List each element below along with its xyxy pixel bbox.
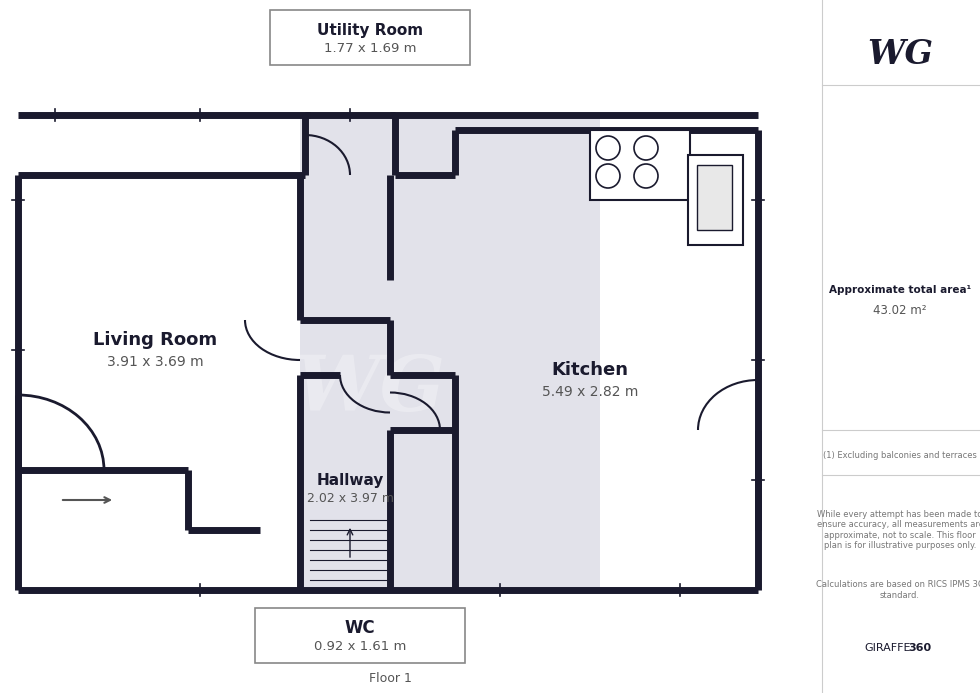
Circle shape [634, 164, 658, 188]
Bar [697, 165, 732, 230]
Bar [300, 175, 550, 590]
Text: While every attempt has been made to
ensure accuracy, all measurements are
appro: While every attempt has been made to ens… [816, 510, 980, 550]
Text: Kitchen: Kitchen [552, 361, 628, 379]
Bar [688, 155, 743, 245]
Text: 43.02 m²: 43.02 m² [873, 304, 927, 317]
Text: 360: 360 [908, 643, 932, 653]
Bar [270, 10, 470, 65]
Bar [255, 608, 465, 663]
Text: WG: WG [295, 353, 446, 427]
Circle shape [596, 164, 620, 188]
Text: Approximate total area¹: Approximate total area¹ [829, 285, 971, 295]
Bar [300, 115, 600, 590]
Text: Utility Room: Utility Room [317, 22, 423, 37]
Circle shape [596, 136, 620, 160]
Text: (1) Excluding balconies and terraces: (1) Excluding balconies and terraces [823, 450, 977, 459]
Text: 1.77 x 1.69 m: 1.77 x 1.69 m [323, 42, 416, 55]
Text: Floor 1: Floor 1 [368, 672, 412, 685]
Circle shape [634, 136, 658, 160]
Text: WG: WG [867, 39, 933, 71]
Text: 3.91 x 3.69 m: 3.91 x 3.69 m [107, 355, 203, 369]
Bar [590, 130, 690, 200]
Text: 2.02 x 3.97 m: 2.02 x 3.97 m [307, 491, 394, 505]
Text: 5.49 x 2.82 m: 5.49 x 2.82 m [542, 385, 638, 399]
Text: Hallway: Hallway [317, 473, 384, 487]
Text: WC: WC [345, 619, 375, 637]
Text: GIRAFFE: GIRAFFE [864, 643, 911, 653]
Text: 0.92 x 1.61 m: 0.92 x 1.61 m [314, 640, 406, 653]
Text: Calculations are based on RICS IPMS 3C
standard.: Calculations are based on RICS IPMS 3C s… [816, 580, 980, 599]
Text: Living Room: Living Room [93, 331, 217, 349]
